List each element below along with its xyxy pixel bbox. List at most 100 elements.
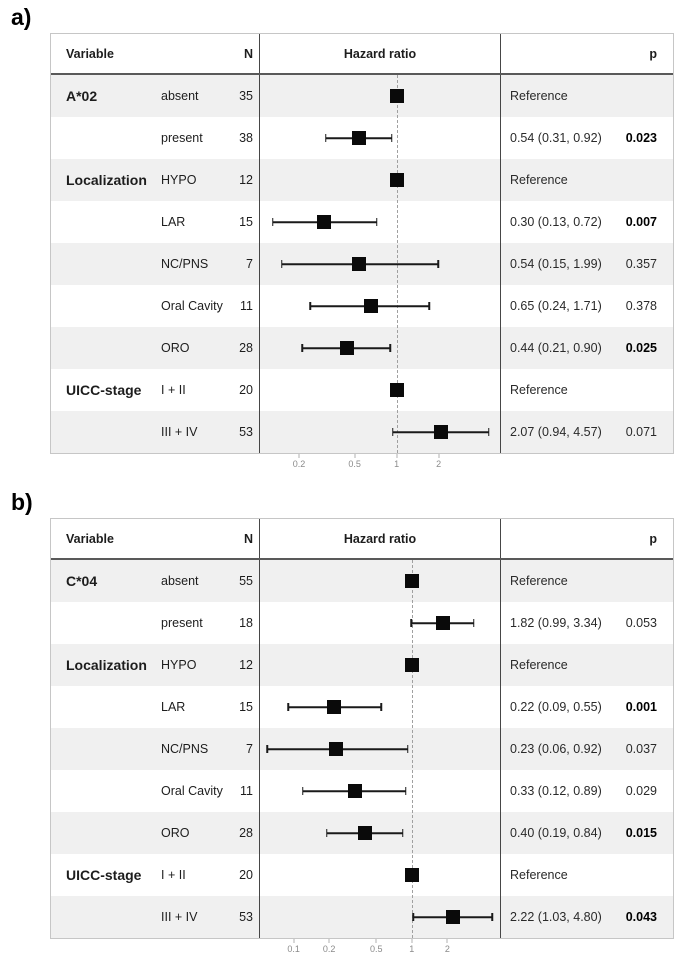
axis-tick-label: 1	[409, 944, 415, 954]
hr-point-marker	[357, 826, 372, 840]
axis-tick-label: 0.5	[369, 944, 383, 954]
table-rows: C*04 absent 55 Reference present 18 1.82 (0.99…	[51, 560, 673, 938]
row-level-label: I + II	[161, 868, 186, 882]
column-header-variable: Variable	[66, 531, 114, 546]
hr-point-marker	[404, 658, 419, 672]
ci-cap-left	[301, 344, 303, 352]
row-n-value: 7	[246, 742, 253, 756]
row-variable-group	[51, 117, 161, 159]
row-forest-marker-cell	[259, 896, 501, 938]
row-level-label: absent	[161, 89, 199, 103]
row-level-label: ORO	[161, 341, 190, 355]
ci-cap-left	[266, 745, 269, 753]
row-forest-marker-cell	[259, 644, 501, 686]
row-n-value: 11	[240, 784, 253, 798]
axis-tick-label: 2	[444, 944, 450, 954]
row-variable-group	[51, 411, 161, 453]
column-header-n: N	[243, 531, 253, 546]
hr-point-marker	[347, 784, 362, 798]
row-hr-ci-text: 0.44 (0.21, 0.90)	[510, 341, 602, 355]
ci-cap-right	[375, 218, 378, 226]
row-p-value: 0.023	[625, 131, 657, 145]
hr-point-marker	[389, 173, 404, 187]
row-hr-ci-text: 0.54 (0.15, 1.99)	[510, 257, 602, 271]
row-p-value: 0.007	[625, 215, 657, 229]
table-row: NC/PNS 7 0.54 (0.15, 1.99) 0.357	[51, 243, 673, 285]
row-level-label: HYPO	[161, 658, 197, 672]
row-forest-marker-cell	[259, 243, 501, 285]
table-row: Localization HYPO 12 Reference	[51, 644, 673, 686]
table-row: Oral Cavity 11 0.65 (0.24, 1.71) 0.378	[51, 285, 673, 327]
hr-point-marker	[363, 299, 378, 313]
ci-cap-right	[405, 787, 407, 795]
axis-tick-mark	[446, 939, 448, 943]
row-level-label: present	[161, 131, 203, 145]
row-n-value: 28	[239, 826, 253, 840]
axis-tick-label: 0.5	[348, 459, 361, 469]
row-forest-marker-cell	[259, 686, 501, 728]
row-hr-ci-text: Reference	[510, 574, 568, 588]
x-axis-b: 0.1 0.2 0.5 1 2	[50, 939, 674, 959]
row-variable-group: Localization	[66, 657, 147, 673]
row-forest-marker-cell	[259, 285, 501, 327]
hr-point-marker	[435, 616, 450, 630]
table-row: III + IV 53 2.22 (1.03, 4.80) 0.043	[51, 896, 673, 938]
row-n-value: 20	[239, 868, 253, 882]
row-p-value: 0.015	[625, 826, 657, 840]
axis-tick-label: 2	[436, 459, 442, 469]
table-header-row: Variable N Hazard ratio p	[51, 519, 673, 560]
column-header-hazard-ratio: Hazard ratio	[259, 34, 501, 73]
row-level-label: NC/PNS	[161, 742, 209, 756]
column-header-p: p	[649, 531, 657, 546]
row-hr-ci-text: Reference	[510, 173, 568, 187]
ci-cap-right	[491, 913, 494, 921]
row-n-value: 7	[246, 257, 253, 271]
row-forest-marker-cell	[259, 812, 501, 854]
axis-tick-label: 0.2	[322, 944, 336, 954]
row-hr-ci-text: 0.33 (0.12, 0.89)	[510, 784, 602, 798]
row-n-value: 15	[239, 700, 253, 714]
hr-point-marker	[339, 341, 354, 355]
row-p-value: 0.029	[625, 784, 657, 798]
row-hr-ci-text: Reference	[510, 89, 568, 103]
row-n-value: 15	[239, 215, 253, 229]
row-forest-marker-cell	[259, 728, 501, 770]
row-level-label: absent	[161, 574, 199, 588]
row-variable-group: Localization	[66, 172, 147, 188]
column-header-hazard-ratio: Hazard ratio	[259, 519, 501, 558]
row-level-label: Oral Cavity	[161, 784, 223, 798]
row-forest-marker-cell	[259, 770, 501, 812]
table-row: LAR 15 0.22 (0.09, 0.55) 0.001	[51, 686, 673, 728]
table-row: ORO 28 0.40 (0.19, 0.84) 0.015	[51, 812, 673, 854]
hr-point-marker	[433, 425, 448, 439]
axis-tick-mark	[298, 454, 300, 458]
row-level-label: LAR	[161, 700, 186, 714]
row-n-value: 12	[239, 658, 253, 672]
row-n-value: 11	[240, 299, 253, 313]
row-variable-group	[51, 686, 161, 728]
row-level-label: LAR	[161, 215, 186, 229]
row-hr-ci-text: 0.30 (0.13, 0.72)	[510, 215, 602, 229]
row-variable-group	[51, 285, 161, 327]
axis-tick-mark	[396, 454, 398, 458]
row-variable-group	[51, 770, 161, 812]
ci-cap-left	[287, 703, 289, 711]
axis-tick-mark	[438, 454, 440, 458]
row-p-value	[609, 75, 673, 117]
row-variable-group	[51, 327, 161, 369]
x-axis-a: 0.2 0.5 1 2	[50, 454, 674, 474]
ci-cap-left	[302, 787, 304, 795]
row-p-value	[609, 854, 673, 896]
row-hr-ci-text: Reference	[510, 658, 568, 672]
table-row: ORO 28 0.44 (0.21, 0.90) 0.025	[51, 327, 673, 369]
column-header-variable: Variable	[66, 46, 114, 61]
hr-point-marker	[389, 383, 404, 397]
ci-cap-right	[472, 619, 475, 627]
ci-cap-left	[392, 428, 394, 436]
row-p-value	[609, 560, 673, 602]
row-level-label: I + II	[161, 383, 186, 397]
hr-point-marker	[316, 215, 331, 229]
row-n-value: 38	[239, 131, 253, 145]
ci-cap-right	[389, 344, 391, 352]
ci-cap-left	[325, 829, 328, 837]
